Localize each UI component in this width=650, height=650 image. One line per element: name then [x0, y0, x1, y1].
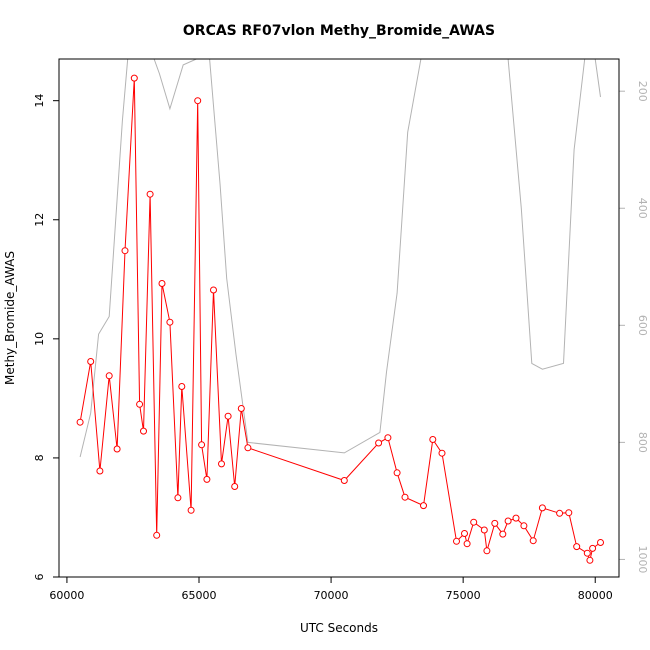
y-tick-label: 6	[33, 574, 46, 581]
data-point	[420, 502, 427, 510]
data-point	[429, 436, 437, 443]
data-point	[113, 445, 121, 453]
data-point	[453, 537, 460, 545]
data-point	[384, 434, 392, 442]
data-point	[224, 412, 232, 420]
data-point	[153, 531, 161, 539]
data-point	[375, 439, 383, 447]
y2-tick-label: 1000	[636, 545, 649, 573]
x-tick-label: 65000	[182, 589, 217, 602]
data-point	[499, 530, 507, 538]
data-point	[140, 427, 147, 435]
data-point	[174, 494, 182, 502]
data-point	[210, 286, 217, 294]
data-point	[121, 247, 129, 255]
data-point	[96, 467, 104, 475]
chart-title: ORCAS RF07vlon Methy_Bromide_AWAS	[183, 23, 495, 39]
data-point	[393, 469, 401, 477]
data-point	[586, 556, 594, 564]
data-point	[244, 444, 252, 452]
data-point	[136, 400, 144, 408]
data-point	[573, 543, 581, 551]
data-point	[504, 517, 512, 525]
data-point	[146, 190, 154, 198]
x-tick-label: 75000	[446, 589, 481, 602]
data-point	[491, 519, 499, 527]
data-point	[480, 526, 488, 534]
data-point	[340, 477, 348, 484]
data-point	[166, 318, 174, 326]
data-point	[438, 449, 446, 457]
data-point	[463, 540, 471, 548]
x-tick-label: 70000	[314, 589, 349, 602]
y-tick-label: 10	[33, 332, 46, 346]
data-point	[218, 460, 225, 468]
x-axis-label: UTC Seconds	[300, 621, 378, 635]
y-axis-label: Methy_Bromide_AWAS	[3, 251, 17, 385]
data-point	[583, 549, 591, 557]
data-point	[231, 483, 239, 490]
data-point	[565, 509, 573, 517]
y-axis: 6 8 10 12 14	[33, 94, 59, 581]
y-tick-label: 8	[33, 454, 46, 461]
data-point	[105, 372, 113, 380]
data-point	[538, 504, 546, 512]
plot-frame	[58, 58, 620, 578]
data-point	[158, 280, 166, 287]
primary-series	[76, 74, 604, 564]
y2-tick-label: 600	[636, 315, 649, 336]
data-point	[178, 383, 186, 390]
data-point	[589, 544, 597, 552]
data-point	[203, 475, 211, 483]
x-tick-label: 60000	[49, 589, 84, 602]
data-point	[556, 509, 564, 517]
data-point	[529, 537, 537, 545]
y-tick-label: 14	[33, 94, 46, 108]
data-point	[87, 358, 95, 365]
data-point	[76, 418, 84, 426]
data-point	[198, 441, 206, 449]
y-tick-label: 12	[33, 213, 46, 227]
data-point	[483, 547, 491, 555]
y2-axis: 200 400 600 800 1000	[619, 81, 649, 573]
data-point	[130, 74, 138, 82]
data-point	[520, 522, 528, 530]
y2-tick-label: 200	[636, 81, 649, 102]
data-point	[461, 530, 468, 537]
data-point	[187, 506, 195, 514]
y2-tick-label: 800	[636, 432, 649, 453]
x-tick-label: 80000	[578, 589, 613, 602]
data-point	[470, 518, 478, 526]
data-point	[512, 514, 520, 522]
data-point	[401, 493, 409, 501]
y2-tick-label: 400	[636, 198, 649, 219]
data-point	[237, 405, 245, 412]
data-point	[194, 97, 202, 105]
data-point	[597, 539, 604, 546]
